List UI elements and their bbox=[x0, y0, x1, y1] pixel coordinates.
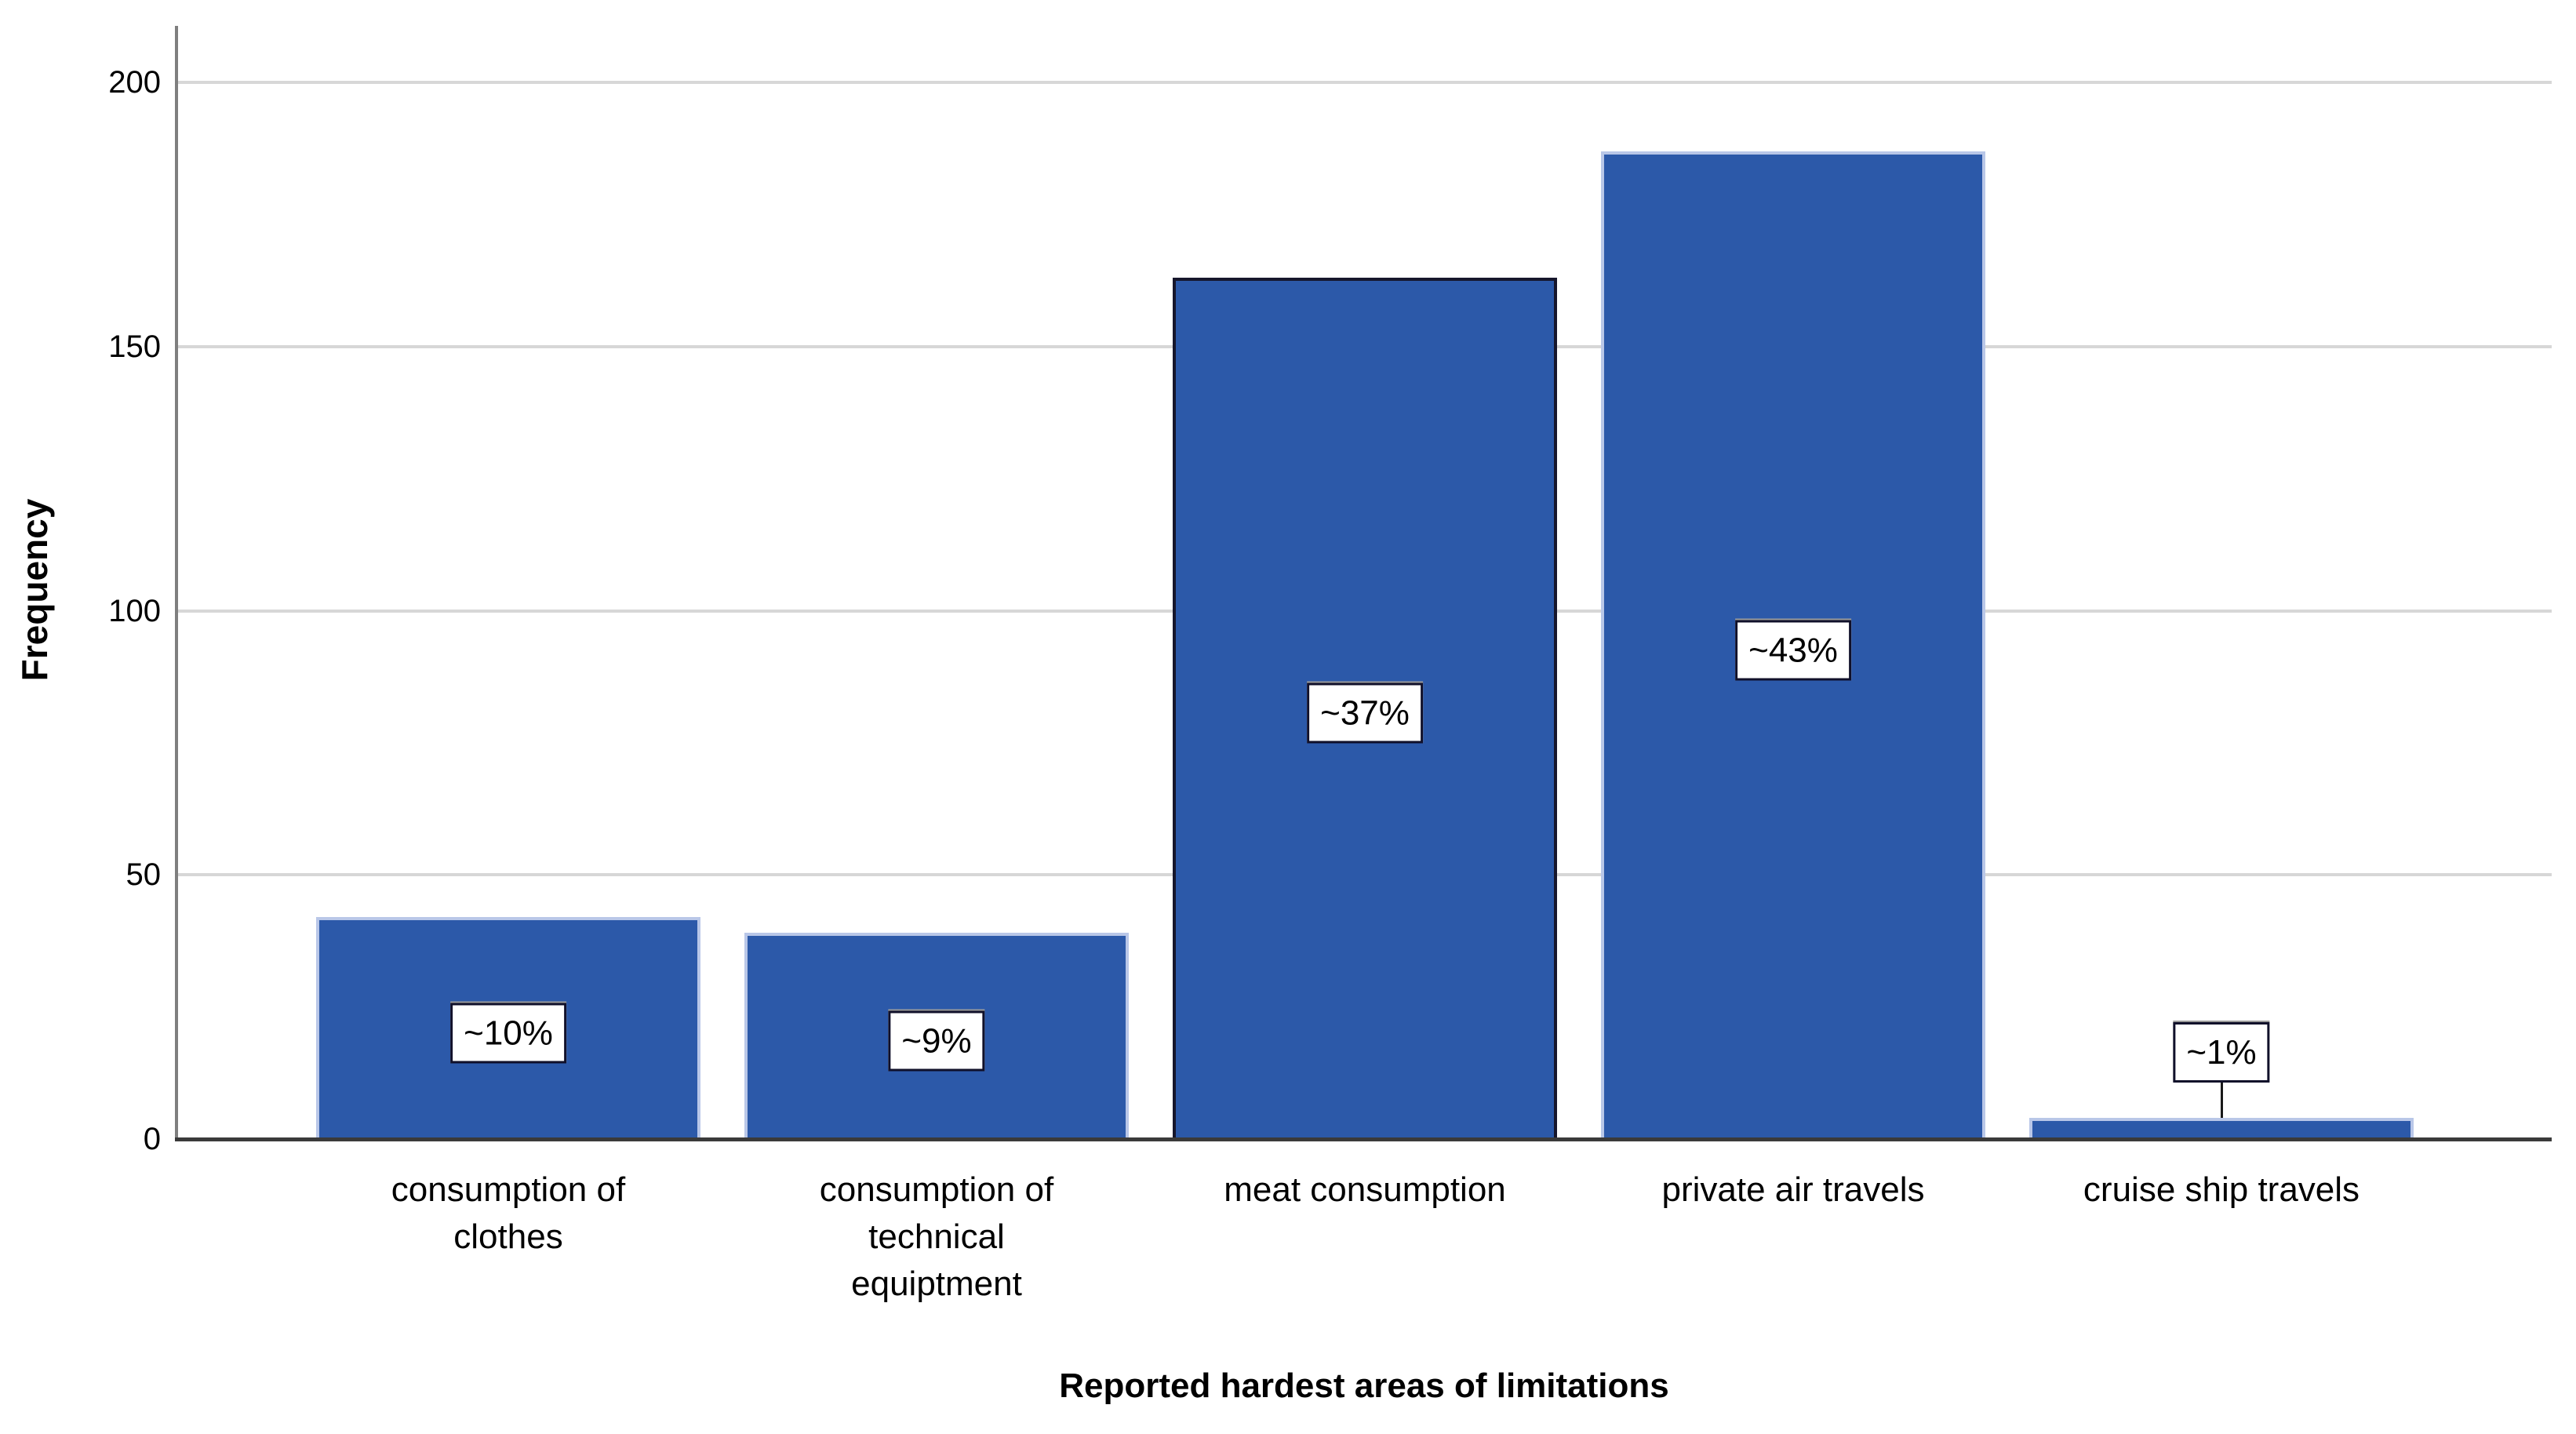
category-label: cruise ship travels bbox=[2083, 1170, 2360, 1209]
y-tick-label: 200 bbox=[108, 65, 161, 100]
y-tick-label: 100 bbox=[108, 593, 161, 628]
y-tick-label: 0 bbox=[143, 1122, 161, 1156]
category-label: meat consumption bbox=[1224, 1170, 1506, 1209]
y-axis-title: Frequency bbox=[14, 498, 55, 682]
bar-value-label: ~37% bbox=[1307, 682, 1423, 744]
category-label: consumption of clothes bbox=[391, 1170, 626, 1256]
bar-value-label: ~10% bbox=[450, 1003, 566, 1063]
x-axis-line bbox=[175, 1137, 2552, 1141]
y-tick-label: 150 bbox=[108, 329, 161, 364]
bar-value-label: ~9% bbox=[888, 1010, 985, 1071]
category-label: private air travels bbox=[1661, 1170, 1925, 1209]
y-axis-line bbox=[175, 26, 178, 1141]
bar-value-label: ~1% bbox=[2173, 1022, 2270, 1083]
category-label: consumption of technical equiptment bbox=[819, 1170, 1054, 1303]
bar bbox=[2029, 1118, 2414, 1139]
bar-value-label: ~43% bbox=[1735, 620, 1851, 680]
y-tick-label: 50 bbox=[126, 857, 162, 893]
gridline bbox=[176, 81, 2552, 84]
bar-callout-line bbox=[2221, 1083, 2223, 1118]
x-axis-title: Reported hardest areas of limitations bbox=[1059, 1367, 1669, 1405]
